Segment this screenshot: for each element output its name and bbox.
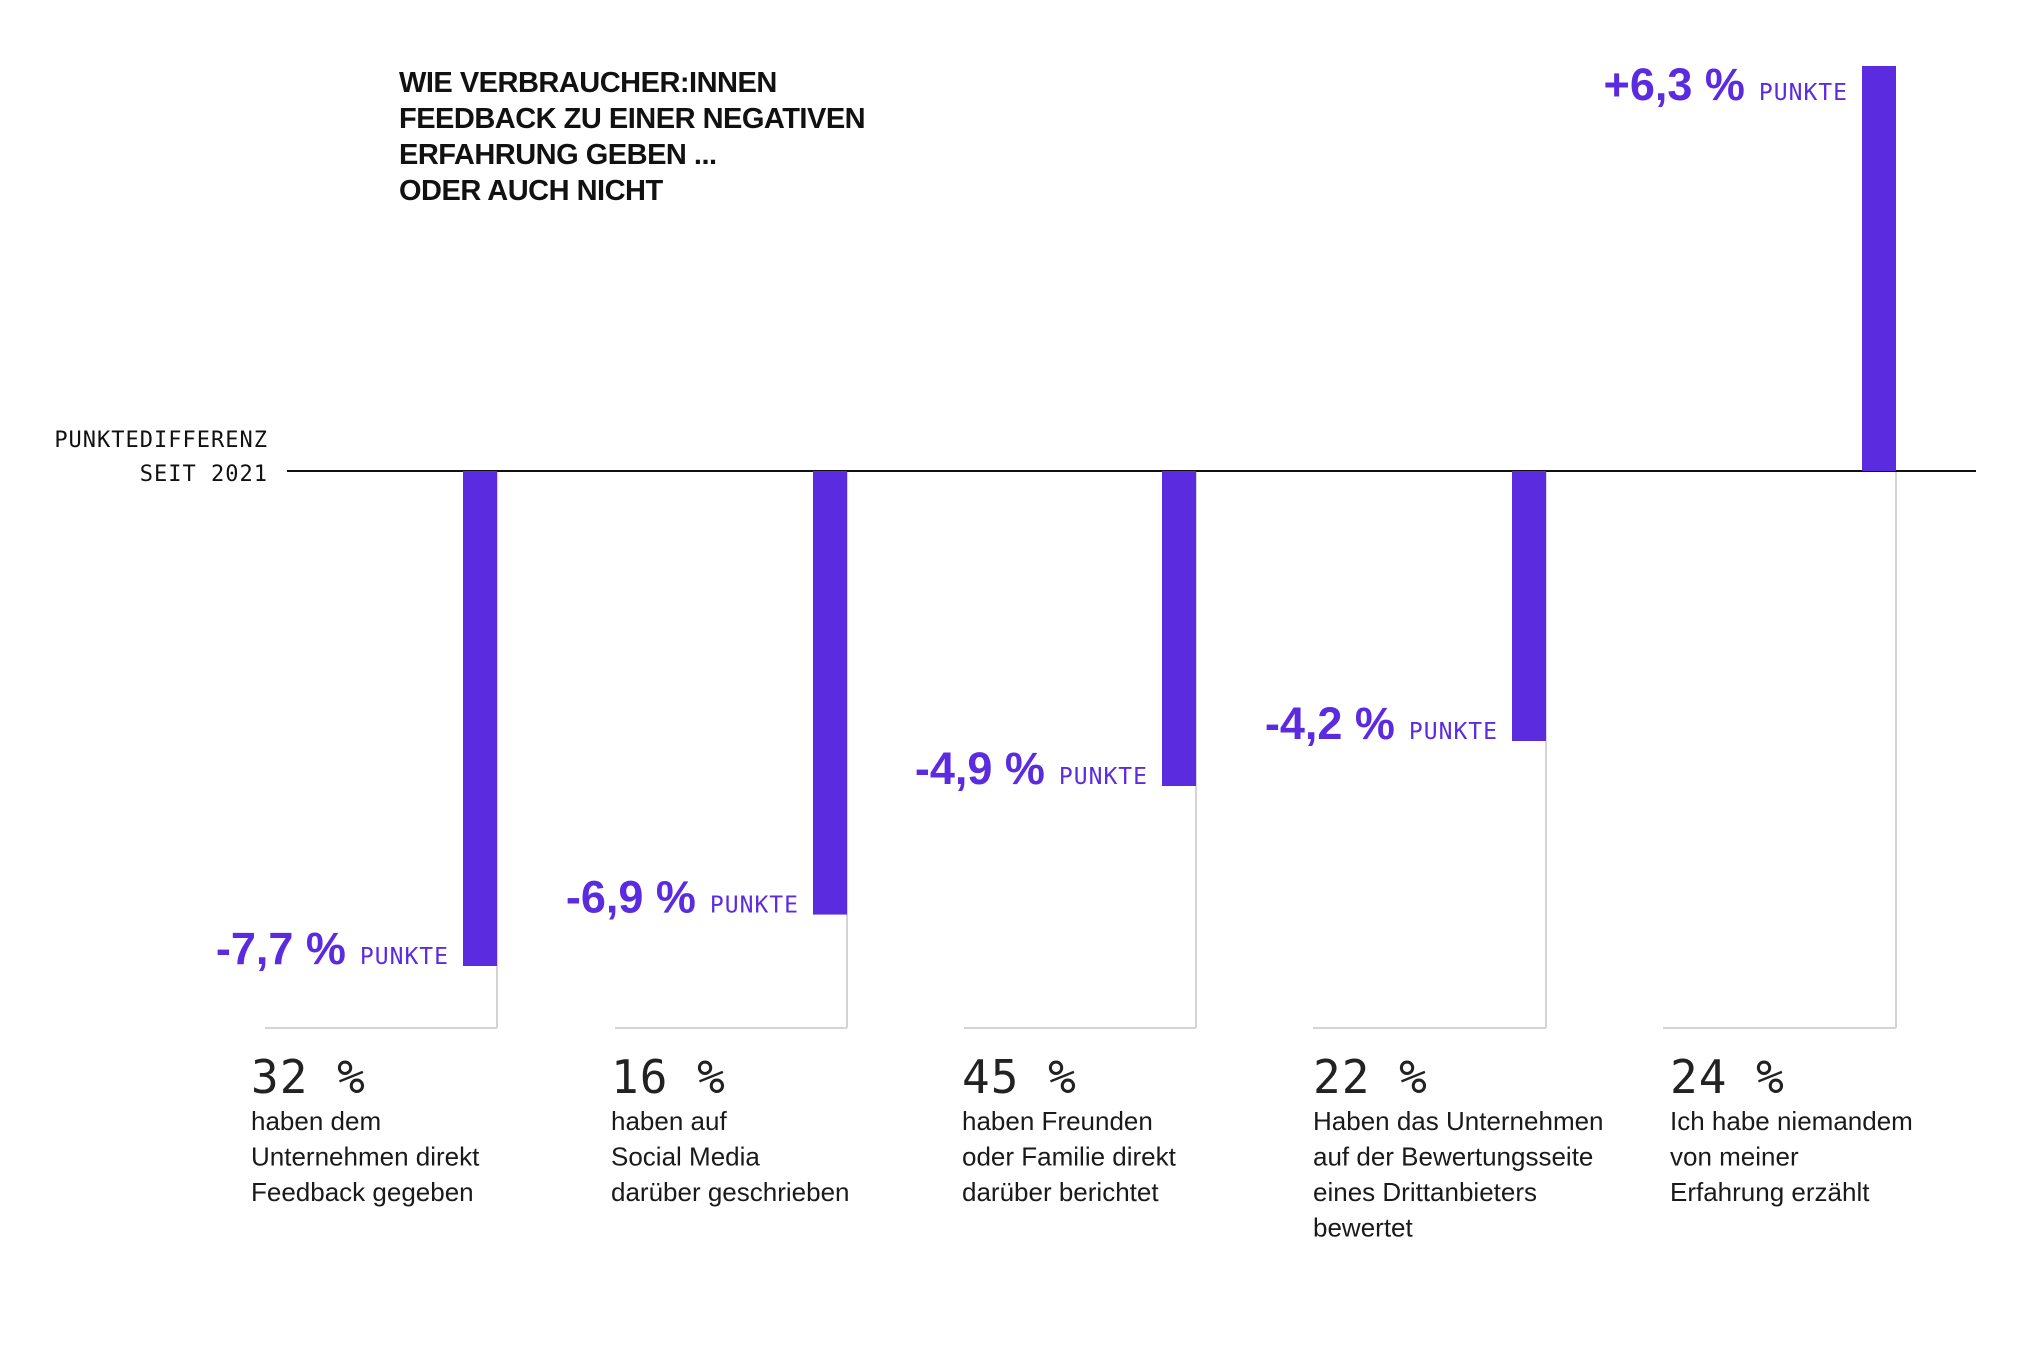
value-label-unit: PUNKTE bbox=[1409, 719, 1498, 745]
chart-title-line: ERFAHRUNG GEBEN ... bbox=[399, 139, 717, 171]
value-label-unit: PUNKTE bbox=[710, 893, 799, 919]
category-label-line: haben auf bbox=[611, 1106, 727, 1136]
y-axis-label-line: PUNKTEDIFFERENZ bbox=[54, 428, 268, 453]
value-label: -4,2 % PUNKTE bbox=[1265, 698, 1498, 749]
value-label-number: -6,9 % bbox=[566, 872, 696, 923]
value-label-number: -4,9 % bbox=[915, 743, 1045, 794]
value-label: -6,9 % PUNKTE bbox=[566, 872, 799, 923]
bar bbox=[1162, 471, 1196, 786]
category-labels: 32 %haben dem Unternehmen direkt Feedback … bbox=[251, 1050, 1913, 1243]
bar bbox=[1862, 66, 1896, 471]
bars bbox=[463, 66, 1896, 966]
value-labels: -7,7 % PUNKTE-6,9 % PUNKTE-4,9 % PUNKTE-4,2… bbox=[216, 59, 1848, 974]
category-label-line: Social Media bbox=[611, 1142, 760, 1172]
category-share: 45 % bbox=[962, 1050, 1077, 1104]
value-label-number: -7,7 % bbox=[216, 923, 346, 974]
category-share: 22 % bbox=[1313, 1050, 1428, 1104]
value-label: +6,3 % PUNKTE bbox=[1604, 59, 1848, 110]
chart-title-line: FEEDBACK ZU EINER NEGATIVEN bbox=[399, 103, 865, 135]
category-label-line: darüber geschrieben bbox=[611, 1177, 850, 1207]
category-label-line: darüber berichtet bbox=[962, 1177, 1159, 1207]
category-label-line: Haben das Unternehmen bbox=[1313, 1106, 1604, 1136]
value-label-unit: PUNKTE bbox=[1059, 764, 1148, 790]
chart-title: WIE VERBRAUCHER:INNEN FEEDBACK ZU EINER N… bbox=[399, 67, 866, 207]
value-label: -7,7 % PUNKTE bbox=[216, 923, 449, 974]
y-axis-label-line: SEIT 2021 bbox=[140, 462, 268, 487]
category-label-line: Erfahrung erzählt bbox=[1670, 1177, 1870, 1207]
value-label-number: -4,2 % bbox=[1265, 698, 1395, 749]
category-label-line: haben Freunden bbox=[962, 1106, 1153, 1136]
category-label-line: Feedback gegeben bbox=[251, 1177, 474, 1207]
category-label-line: Ich habe niemandem bbox=[1670, 1106, 1913, 1136]
category-label-line: oder Familie direkt bbox=[962, 1142, 1177, 1172]
category-share: 24 % bbox=[1670, 1050, 1785, 1104]
column-guides bbox=[265, 471, 1897, 1029]
value-label-unit: PUNKTE bbox=[360, 944, 449, 970]
category-label-line: Unternehmen direkt bbox=[251, 1142, 480, 1172]
category-label-line: eines Drittanbieters bbox=[1313, 1177, 1537, 1207]
chart-title-line: WIE VERBRAUCHER:INNEN bbox=[399, 67, 777, 99]
bar bbox=[813, 471, 847, 915]
category-label-line: auf der Bewertungsseite bbox=[1313, 1142, 1593, 1172]
category-share: 16 % bbox=[611, 1050, 726, 1104]
chart-title-line: ODER AUCH NICHT bbox=[399, 175, 663, 207]
bar bbox=[1512, 471, 1546, 741]
category-label-line: von meiner bbox=[1670, 1142, 1799, 1172]
category-label-line: bewertet bbox=[1313, 1213, 1413, 1243]
category-label-line: haben dem bbox=[251, 1106, 381, 1136]
bar bbox=[463, 471, 497, 966]
value-label-unit: PUNKTE bbox=[1759, 80, 1848, 106]
y-axis-label: PUNKTEDIFFERENZ SEIT 2021 bbox=[54, 428, 268, 487]
category-share: 32 % bbox=[251, 1050, 366, 1104]
value-label: -4,9 % PUNKTE bbox=[915, 743, 1148, 794]
value-label-number: +6,3 % bbox=[1604, 59, 1745, 110]
